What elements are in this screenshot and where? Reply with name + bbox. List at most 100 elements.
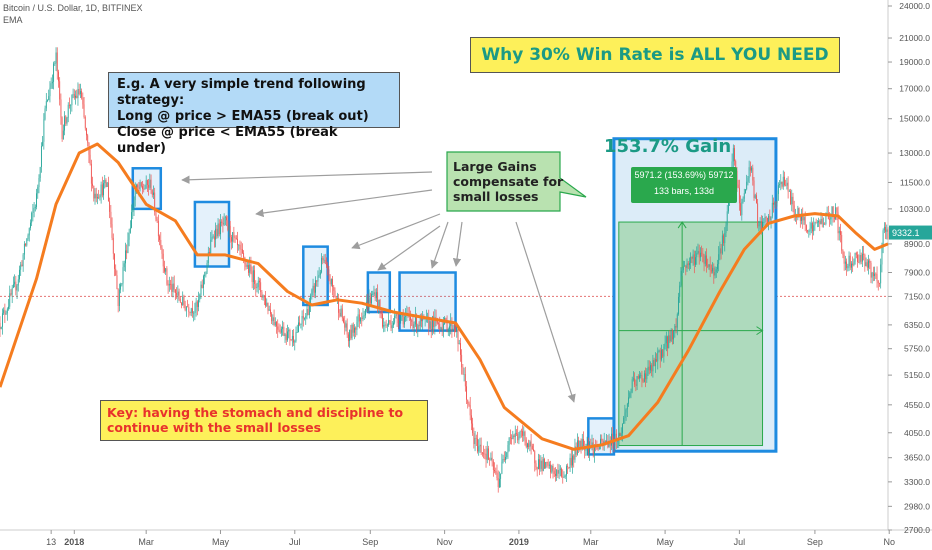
candle-body bbox=[668, 335, 670, 349]
candle-body bbox=[283, 326, 285, 336]
candle-body bbox=[385, 324, 387, 326]
candle-body bbox=[403, 317, 405, 325]
candle-body bbox=[284, 334, 286, 336]
candle-body bbox=[646, 373, 648, 380]
candle-body bbox=[871, 272, 873, 278]
candle-body bbox=[754, 195, 756, 198]
candle-body bbox=[64, 116, 65, 131]
candle-body bbox=[725, 225, 727, 233]
candle-body bbox=[832, 206, 834, 218]
candle-body bbox=[36, 193, 37, 207]
candle-body bbox=[770, 216, 772, 221]
candle-body bbox=[252, 270, 254, 283]
candle-body bbox=[745, 189, 746, 194]
candle-body bbox=[61, 117, 63, 140]
candle-body bbox=[602, 440, 604, 444]
candle-body bbox=[261, 292, 263, 298]
candle-body bbox=[400, 316, 402, 322]
last-price-label: 9332.1 bbox=[892, 228, 920, 238]
candle-body bbox=[139, 182, 141, 189]
candle-body bbox=[380, 311, 382, 315]
candle-body bbox=[788, 191, 790, 192]
candle-body bbox=[354, 327, 355, 333]
candle-body bbox=[654, 359, 656, 366]
callout-arrow bbox=[452, 221, 463, 267]
x-tick-label: May bbox=[657, 537, 675, 547]
candle-body bbox=[603, 441, 605, 444]
candle-body bbox=[333, 286, 335, 291]
candle-body bbox=[670, 330, 672, 342]
candle-body bbox=[785, 184, 787, 186]
candle-body bbox=[391, 325, 393, 329]
candle-body bbox=[361, 317, 363, 320]
candle-body bbox=[302, 315, 304, 319]
candle-body bbox=[686, 263, 688, 268]
candle-body bbox=[702, 253, 704, 263]
candle-body bbox=[129, 227, 131, 233]
x-tick-label: No bbox=[883, 537, 895, 547]
y-tick-label: 24000.0 bbox=[899, 1, 930, 11]
candle-body bbox=[335, 296, 337, 299]
candle-body bbox=[365, 309, 366, 316]
candle-body bbox=[671, 330, 673, 340]
candle-body bbox=[786, 182, 788, 186]
gain-arrow-up bbox=[677, 221, 687, 229]
candle-body bbox=[304, 318, 305, 320]
candle-body bbox=[808, 231, 810, 232]
candle-body bbox=[491, 457, 493, 462]
candle-body bbox=[886, 229, 888, 232]
candle-body bbox=[189, 312, 191, 313]
candle-body bbox=[259, 280, 260, 283]
candle-body bbox=[509, 437, 511, 439]
candle-body bbox=[356, 322, 358, 330]
candle-body bbox=[149, 179, 151, 188]
candle-body bbox=[240, 249, 242, 250]
candles bbox=[0, 47, 889, 493]
candle-body bbox=[255, 283, 257, 289]
candle-body bbox=[328, 269, 330, 280]
candle-body bbox=[55, 52, 57, 64]
candle-body bbox=[880, 264, 882, 284]
candle-body bbox=[298, 322, 299, 333]
candle-body bbox=[818, 221, 819, 223]
candle-body bbox=[288, 329, 290, 332]
y-tick-label: 2980.0 bbox=[904, 501, 930, 511]
candle-body bbox=[173, 283, 175, 290]
candle-body bbox=[327, 265, 329, 270]
candle-body bbox=[742, 198, 744, 202]
candle-body bbox=[271, 313, 273, 322]
candle-body bbox=[548, 464, 550, 466]
candle-body bbox=[624, 412, 626, 418]
candle-body bbox=[207, 252, 209, 264]
candle-body bbox=[810, 223, 812, 229]
candle-body bbox=[528, 443, 530, 448]
candle-body bbox=[151, 190, 153, 195]
candle-body bbox=[8, 306, 9, 309]
candle-body bbox=[535, 463, 537, 468]
candle-body bbox=[816, 222, 818, 224]
candle-body bbox=[311, 290, 313, 296]
candle-body bbox=[732, 148, 734, 162]
candle-body bbox=[371, 294, 372, 304]
candle-body bbox=[844, 261, 846, 264]
candle-body bbox=[360, 317, 361, 322]
candle-body bbox=[695, 257, 696, 265]
candle-body bbox=[675, 325, 677, 328]
candle-body bbox=[307, 308, 309, 315]
candle-body bbox=[343, 318, 344, 323]
candle-body bbox=[520, 430, 522, 432]
candle-body bbox=[752, 167, 754, 181]
candle-body bbox=[12, 284, 14, 288]
candle-body bbox=[273, 317, 275, 326]
candle-body bbox=[831, 206, 833, 218]
candle-body bbox=[384, 324, 386, 326]
candle-body bbox=[502, 459, 504, 462]
candle-body bbox=[349, 329, 351, 342]
candle-body bbox=[162, 253, 164, 267]
candle-body bbox=[332, 278, 333, 287]
candle-body bbox=[565, 466, 567, 476]
candle-body bbox=[340, 308, 342, 317]
candle-body bbox=[481, 452, 483, 454]
